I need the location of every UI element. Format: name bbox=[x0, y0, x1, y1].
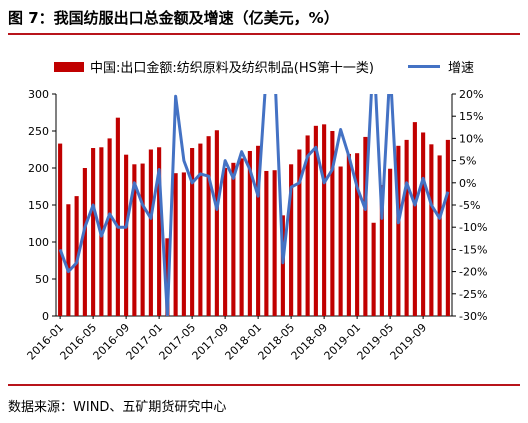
y-left-tick-label: 250 bbox=[28, 125, 49, 138]
y-right-tick-label: -30% bbox=[459, 310, 487, 323]
bar bbox=[379, 185, 384, 316]
bar bbox=[404, 139, 409, 316]
bar bbox=[437, 155, 442, 316]
y-right-tick-label: 0% bbox=[459, 177, 476, 190]
bar bbox=[173, 173, 178, 316]
bar bbox=[66, 204, 71, 316]
legend-swatch-line bbox=[408, 65, 440, 68]
bar bbox=[239, 158, 244, 316]
bar bbox=[330, 131, 335, 316]
bar bbox=[388, 168, 393, 316]
y-left-tick-label: 200 bbox=[28, 162, 49, 175]
bar bbox=[256, 145, 261, 316]
bar bbox=[58, 143, 63, 316]
y-left-tick-label: 300 bbox=[28, 88, 49, 101]
y-right-tick-label: 15% bbox=[459, 110, 483, 123]
y-left-tick-label: 50 bbox=[35, 273, 49, 286]
bar bbox=[181, 172, 186, 316]
y-left-tick-label: 100 bbox=[28, 236, 49, 249]
y-right-tick-label: -5% bbox=[459, 199, 480, 212]
bar bbox=[322, 124, 327, 316]
bar bbox=[313, 125, 318, 316]
bar bbox=[272, 170, 277, 316]
bar bbox=[305, 135, 310, 316]
bar bbox=[148, 149, 153, 316]
y-left-tick-label: 0 bbox=[42, 310, 49, 323]
bar bbox=[107, 138, 112, 316]
bar bbox=[214, 130, 219, 316]
y-left-tick-label: 150 bbox=[28, 199, 49, 212]
bar bbox=[289, 164, 294, 316]
x-tick-label: 2019-09 bbox=[388, 321, 430, 363]
bar bbox=[82, 168, 87, 316]
bar bbox=[140, 163, 145, 316]
bar bbox=[198, 143, 203, 316]
bar bbox=[346, 153, 351, 316]
bar bbox=[429, 144, 434, 316]
bar bbox=[157, 147, 162, 316]
footer-rule bbox=[8, 384, 520, 386]
chart-legend: 中国:出口金额:纺织原料及纺织制品(HS第十一类) 增速 bbox=[0, 57, 528, 77]
y-right-tick-label: 20% bbox=[459, 88, 483, 101]
bar bbox=[355, 153, 360, 316]
chart-title: 图 7：我国纺服出口总金额及增速（亿美元，%） bbox=[8, 9, 339, 27]
bar bbox=[91, 148, 96, 316]
bar bbox=[363, 136, 368, 316]
legend-label-line: 增速 bbox=[448, 61, 475, 76]
bar bbox=[132, 164, 137, 316]
bar bbox=[190, 148, 195, 316]
title-underline bbox=[8, 33, 520, 35]
legend-swatch-bar bbox=[54, 61, 84, 72]
bar bbox=[74, 196, 79, 316]
legend-item-bar: 中国:出口金额:纺织原料及纺织制品(HS第十一类) bbox=[54, 57, 374, 76]
bar bbox=[206, 136, 211, 316]
bar bbox=[247, 150, 252, 316]
y-right-tick-label: -25% bbox=[459, 288, 487, 301]
legend-label-bar: 中国:出口金额:纺织原料及纺织制品(HS第十一类) bbox=[90, 61, 374, 76]
bar bbox=[371, 222, 376, 316]
y-right-tick-label: 10% bbox=[459, 132, 483, 145]
bar bbox=[412, 122, 417, 317]
y-right-tick-label: 5% bbox=[459, 155, 476, 168]
bar bbox=[338, 166, 343, 316]
bar bbox=[421, 132, 426, 316]
bar bbox=[264, 170, 269, 316]
legend-item-line: 增速 bbox=[408, 57, 474, 76]
y-right-tick-label: -10% bbox=[459, 221, 487, 234]
bar bbox=[115, 117, 120, 317]
bar bbox=[231, 162, 236, 316]
bar bbox=[280, 215, 285, 316]
bar bbox=[124, 154, 129, 316]
y-right-tick-label: -20% bbox=[459, 266, 487, 279]
bar bbox=[445, 139, 450, 316]
y-right-tick-label: -15% bbox=[459, 243, 487, 256]
bar bbox=[223, 168, 228, 316]
source-note: 数据来源：WIND、五矿期货研究中心 bbox=[8, 400, 227, 415]
series-line-growth bbox=[58, 94, 450, 316]
bar bbox=[396, 145, 401, 316]
bar bbox=[297, 149, 302, 316]
